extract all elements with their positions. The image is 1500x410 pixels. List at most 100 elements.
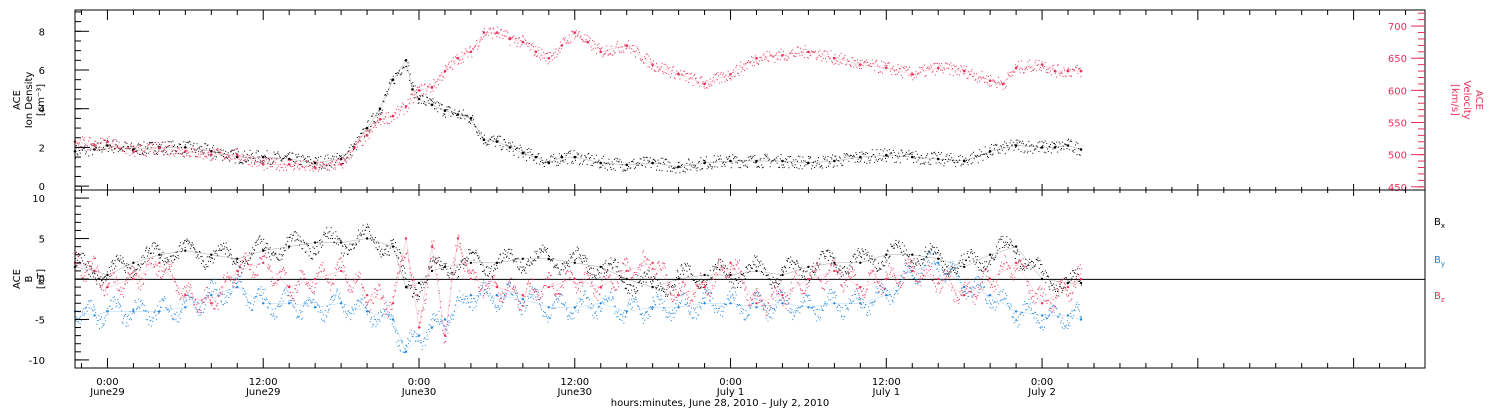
top-series-right-trace — [74, 32, 1081, 168]
bottom-series-bx-point — [755, 269, 758, 273]
top-series-right-point — [1079, 69, 1083, 73]
top-series-right — [73, 26, 1083, 172]
bottom-series-by-point — [93, 314, 96, 317]
top-series-right-point — [132, 150, 135, 153]
top-series-left-point — [1079, 148, 1083, 151]
top-left-tick-label: 0 — [39, 182, 45, 193]
top-series-right-dots — [75, 26, 1082, 172]
bottom-left-tick-label: 0 — [39, 275, 45, 286]
top-left-label-1: ACE — [12, 90, 23, 110]
top-series-left-point — [313, 161, 317, 165]
top-series-right-point — [936, 66, 940, 70]
top-panel-series — [73, 26, 1083, 174]
day-tick-label: June30 — [557, 387, 593, 398]
bottom-series-bz-point — [404, 237, 408, 240]
top-left-tick-label: 6 — [39, 66, 45, 77]
top-right-tick-label: 550 — [1388, 119, 1407, 130]
bottom-series-by — [73, 249, 1083, 354]
bottom-series-by-point — [132, 310, 135, 313]
legend: Bx By Bz — [1434, 217, 1445, 304]
bottom-series-by-point — [443, 318, 447, 321]
top-series-right-point — [703, 82, 706, 86]
bottom-series-by-point — [599, 302, 602, 305]
day-tick-label: July 1 — [716, 387, 745, 398]
bottom-series-bx-point — [729, 273, 732, 277]
bottom-series-bz-point — [391, 302, 395, 305]
top-series-left-point — [599, 161, 602, 165]
top-series-right-point — [988, 79, 992, 82]
bottom-series-bz-point — [781, 294, 784, 297]
top-series-left-point — [1066, 144, 1070, 147]
day-tick-label: July 2 — [1027, 387, 1056, 398]
bottom-series-by-point — [988, 294, 992, 297]
top-series-left-point — [443, 109, 447, 112]
bottom-series-by-point — [210, 294, 213, 297]
top-series-right-point — [534, 50, 538, 54]
bottom-series-bx-point — [781, 273, 784, 277]
bottom-series-bz-point — [132, 277, 135, 281]
bottom-series-by-point — [1014, 310, 1018, 313]
legend-bx: Bx — [1434, 217, 1445, 230]
bottom-left-tick-label: 5 — [39, 235, 45, 246]
top-series-right-point — [599, 50, 602, 54]
bottom-series-bz-point — [963, 294, 966, 297]
bottom-series-by-point — [729, 302, 732, 305]
bottom-series-bx-point — [885, 253, 888, 256]
top-series-right-point — [365, 134, 369, 137]
top-right-label-3: [km/s] — [1449, 84, 1460, 116]
top-right-label-2: Velocity — [1461, 80, 1472, 119]
bottom-series-bx-point — [807, 265, 810, 269]
bottom-series-by-point — [158, 310, 161, 313]
bottom-series-bz-dots — [75, 234, 1082, 344]
bottom-series-bz-point — [521, 294, 524, 297]
top-series-left-point — [560, 155, 564, 159]
bottom-series-by-point — [547, 306, 550, 309]
bottom-left-label-1: ACE — [12, 269, 23, 289]
bottom-series-bx-point — [573, 261, 576, 264]
bottom-series-by-point — [184, 306, 187, 309]
bottom-series-bx-point — [210, 253, 213, 256]
top-right-tick-label: 600 — [1388, 86, 1407, 97]
time-axis-labels: 0:00June2912:00June290:00June3012:00June… — [89, 377, 1056, 398]
bottom-series-bx-point — [469, 261, 473, 264]
bottom-series-bx-point — [937, 257, 940, 260]
legend-by: By — [1434, 255, 1445, 268]
top-series-right-point — [443, 69, 447, 73]
bottom-series-bx-point — [313, 241, 317, 244]
top-series-left-point — [508, 146, 512, 149]
top-left-ticks: 0 2 4 6 8 — [39, 11, 89, 193]
bottom-series-bz-trace — [74, 238, 1082, 336]
top-left-tick-label: 2 — [39, 143, 45, 154]
top-series-left-point — [755, 159, 758, 163]
bottom-series-bz-point — [755, 302, 758, 305]
top-series-right-point — [651, 63, 654, 66]
bottom-left-tick-label: -5 — [35, 315, 45, 326]
bottom-left-label-2: B — [24, 275, 35, 282]
time-tick-label: 0:00 — [408, 377, 430, 388]
bottom-series-by-trace — [74, 262, 1082, 353]
bottom-series-by-point — [1040, 314, 1044, 317]
bottom-series-bx-point — [339, 241, 343, 244]
bottom-series-bx-point — [430, 269, 434, 273]
bottom-series-bz-point — [1066, 285, 1070, 289]
bottom-series-bx-point — [911, 253, 914, 256]
bottom-panel-series — [73, 223, 1083, 354]
bottom-series-bz-point — [469, 277, 473, 281]
top-series-right-point — [430, 85, 434, 89]
top-left-label-2: Ion Density — [24, 72, 35, 129]
bottom-series-by-point — [404, 350, 408, 353]
bottom-series-by-dots — [75, 249, 1082, 354]
bottom-series-bx-point — [988, 253, 992, 256]
top-right-tick-label: 700 — [1388, 22, 1407, 33]
top-series-right-point — [313, 166, 317, 169]
top-series-left-point — [885, 153, 888, 157]
bottom-series-bz-point — [625, 269, 628, 273]
top-series-left-point — [521, 151, 525, 155]
bottom-series-bx-point — [391, 245, 395, 248]
day-tick-label: June30 — [401, 387, 437, 398]
top-series-right-point — [885, 66, 888, 70]
bottom-series-bz-point — [456, 237, 460, 240]
top-series-left-point — [106, 144, 109, 147]
bottom-series-bx-point — [859, 261, 862, 264]
top-series-left-point — [261, 155, 265, 159]
